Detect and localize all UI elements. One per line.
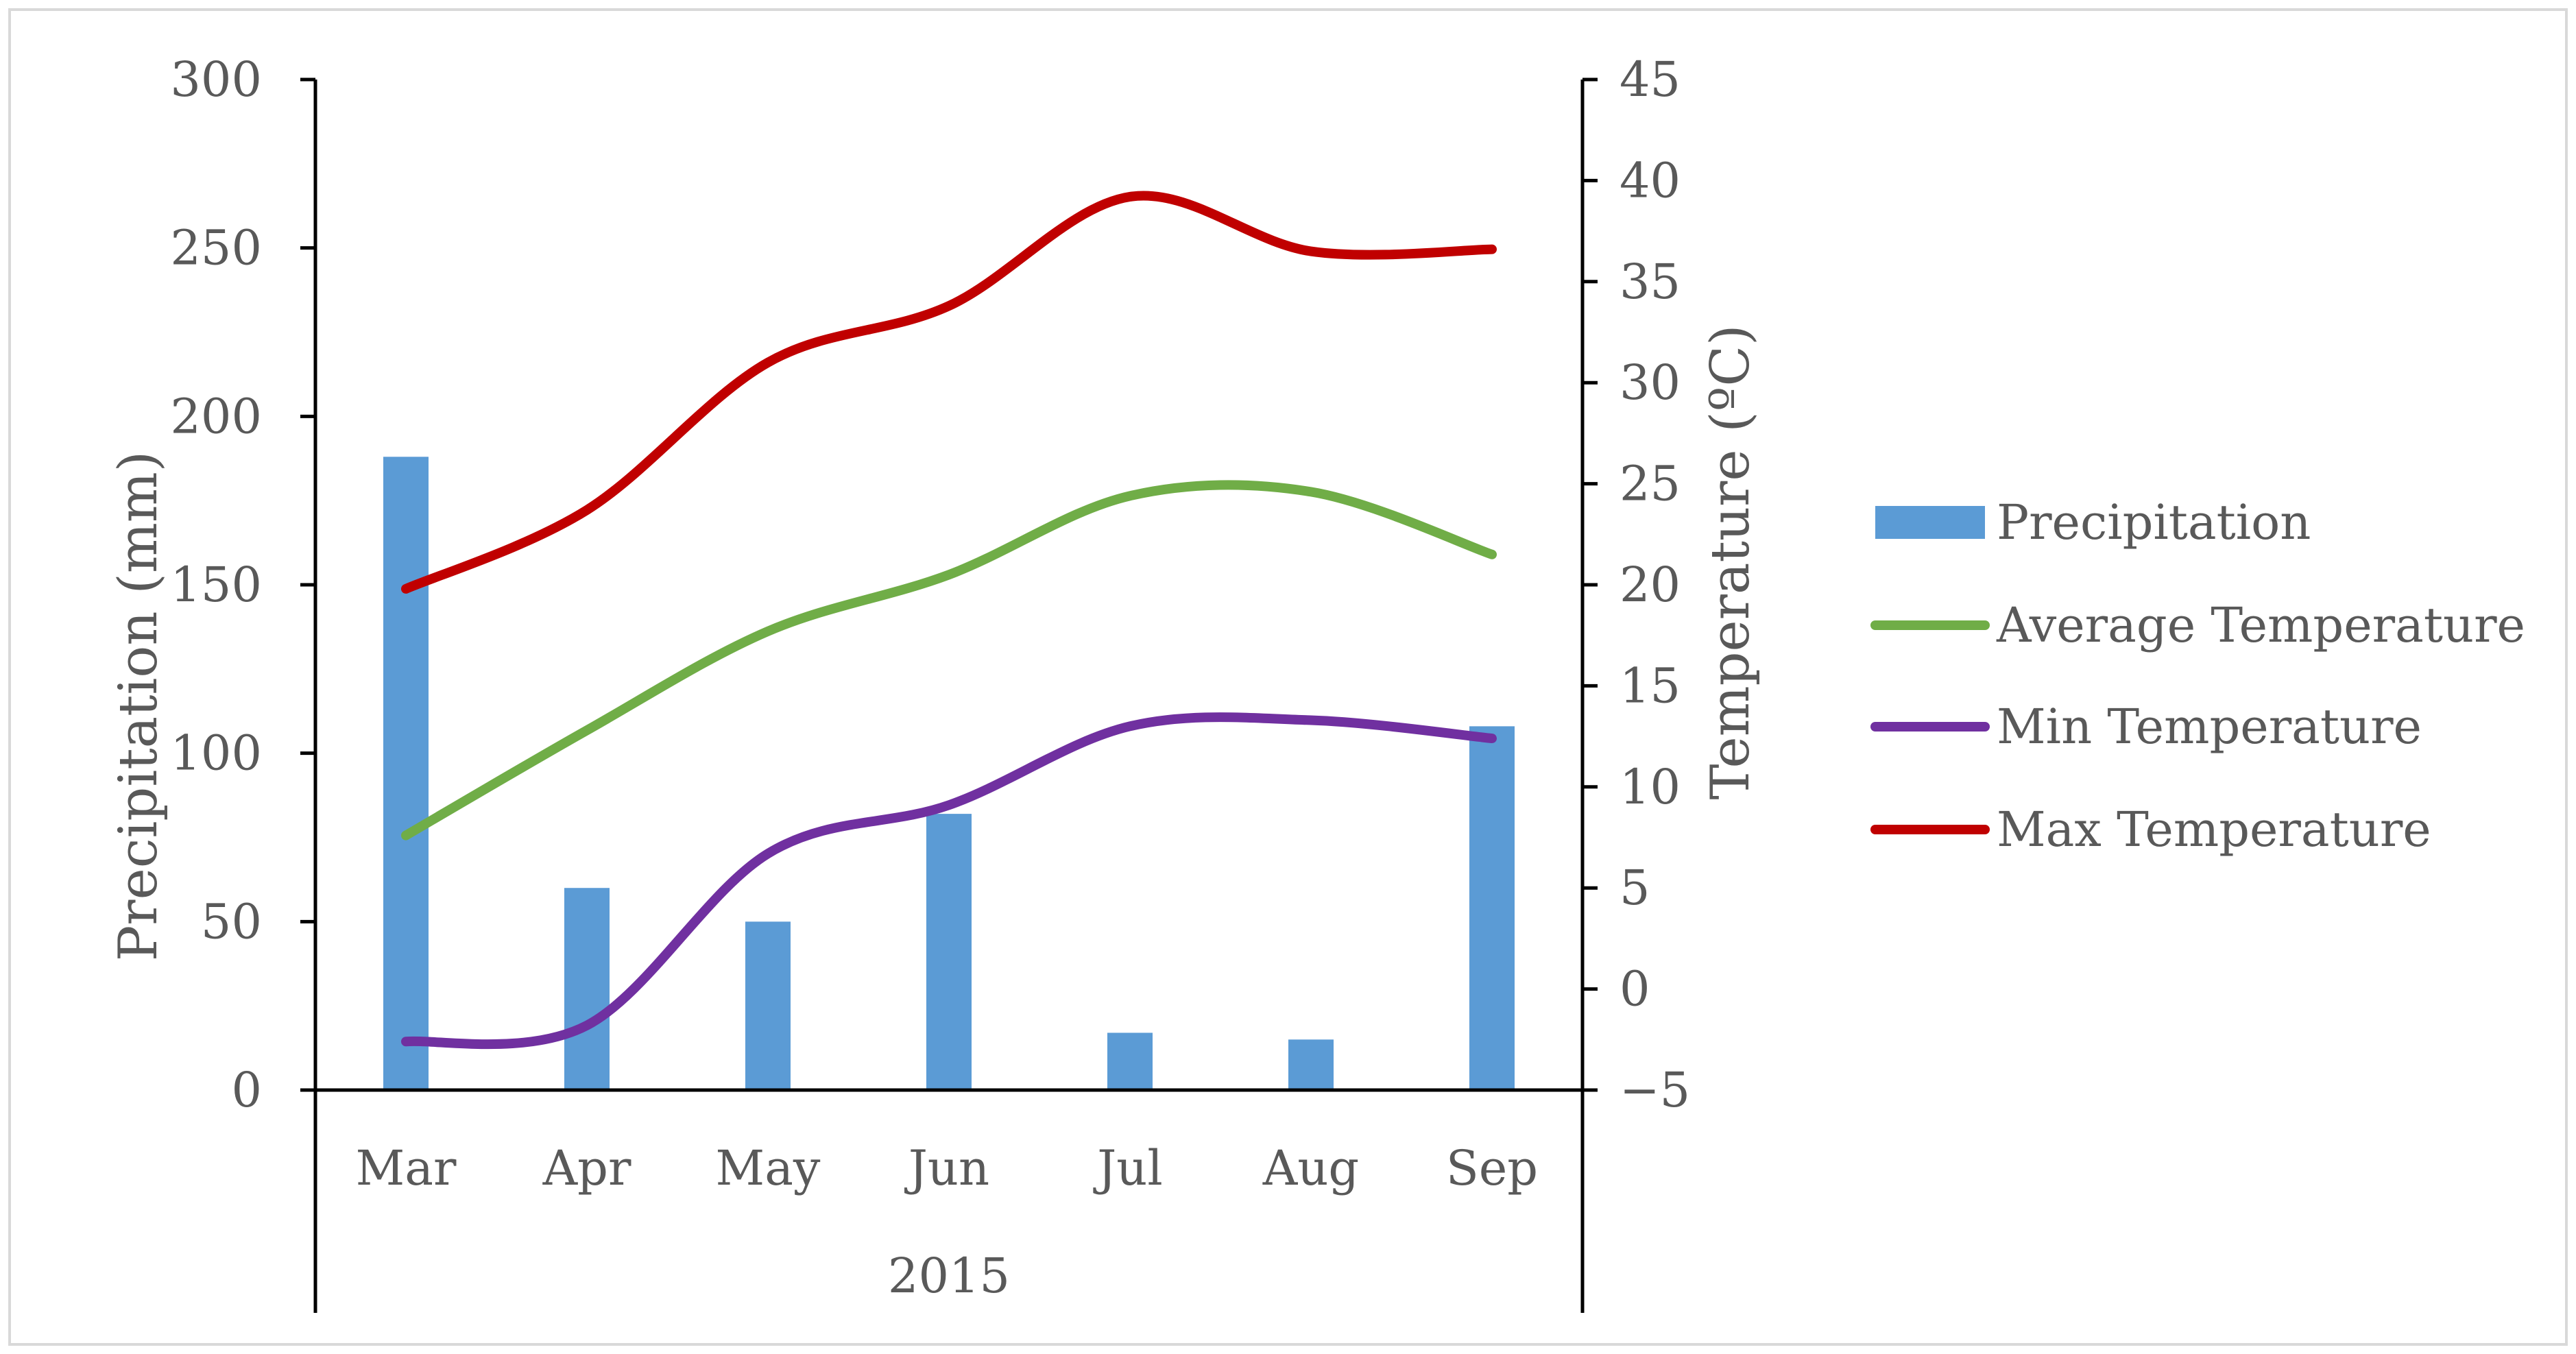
legend-label-min-temperature: Min Temperature bbox=[1997, 699, 2422, 755]
x-tick-label-may: May bbox=[716, 1140, 821, 1196]
y-left-tick-label: 250 bbox=[170, 220, 262, 276]
bar-mar bbox=[383, 457, 429, 1090]
y-left-tick-label: 300 bbox=[170, 51, 262, 108]
bar-jun bbox=[926, 814, 972, 1090]
legend: Precipitation Average Temperature Min Temp… bbox=[1870, 494, 2525, 858]
line-max-temperature bbox=[401, 191, 1497, 594]
x-tick-label-jun: Jun bbox=[904, 1140, 989, 1196]
y-right-axis-title: Temperature (ºC) bbox=[1700, 324, 1761, 799]
bar-aug bbox=[1288, 1039, 1334, 1090]
y-right-tick-label: 10 bbox=[1620, 759, 1681, 815]
y-left-tick-label: 100 bbox=[170, 725, 262, 782]
y-left-axis-title: Precipitation (mm) bbox=[108, 451, 169, 961]
y-right-tick-label: 30 bbox=[1620, 354, 1681, 411]
axes-layer: 0 50 100 150 200 250 300 −5 0 5 10 15 20 25 30 35 40 45 Ma… bbox=[170, 51, 1690, 1313]
y-left-tick-label: 150 bbox=[170, 557, 262, 613]
y-right-tick-label: 40 bbox=[1620, 152, 1681, 208]
bar-may bbox=[745, 921, 791, 1090]
legend-label-average-temperature: Average Temperature bbox=[1996, 597, 2525, 653]
y-right-tick-label: 5 bbox=[1620, 860, 1650, 916]
bar-apr bbox=[564, 888, 610, 1090]
legend-label-max-temperature: Max Temperature bbox=[1997, 801, 2431, 858]
x-tick-label-sep: Sep bbox=[1446, 1140, 1538, 1196]
bars-layer bbox=[383, 457, 1515, 1090]
line-average-temperature bbox=[401, 480, 1497, 841]
legend-swatch-precipitation bbox=[1875, 506, 1985, 539]
x-tick-label-mar: Mar bbox=[356, 1140, 457, 1196]
y-right-tick-label: 25 bbox=[1620, 456, 1681, 512]
y-right-tick-label: 20 bbox=[1620, 557, 1681, 613]
x-tick-label-aug: Aug bbox=[1262, 1140, 1359, 1196]
lines-layer bbox=[401, 191, 1497, 1050]
bar-sep bbox=[1469, 726, 1515, 1090]
y-right-tick-label: −5 bbox=[1620, 1062, 1690, 1118]
chart-border bbox=[8, 8, 2568, 1346]
x-tick-label-jul: Jul bbox=[1093, 1140, 1163, 1196]
legend-label-precipitation: Precipitation bbox=[1997, 494, 2311, 551]
y-right-tick-label: 35 bbox=[1620, 254, 1681, 310]
x-tick-label-apr: Apr bbox=[542, 1140, 631, 1196]
y-left-tick-label: 0 bbox=[231, 1062, 262, 1118]
bar-jul bbox=[1107, 1032, 1153, 1090]
y-left-tick-label: 200 bbox=[170, 388, 262, 444]
y-right-tick-label: 0 bbox=[1620, 961, 1650, 1017]
x-group-label: 2015 bbox=[888, 1248, 1010, 1304]
y-right-tick-label: 45 bbox=[1620, 51, 1681, 108]
line-min-temperature bbox=[401, 712, 1497, 1050]
y-left-tick-label: 50 bbox=[201, 893, 262, 950]
text-layer: Precipitation (mm) Temperature (ºC) 2015 bbox=[108, 324, 1761, 1304]
y-right-tick-label: 15 bbox=[1620, 657, 1681, 714]
